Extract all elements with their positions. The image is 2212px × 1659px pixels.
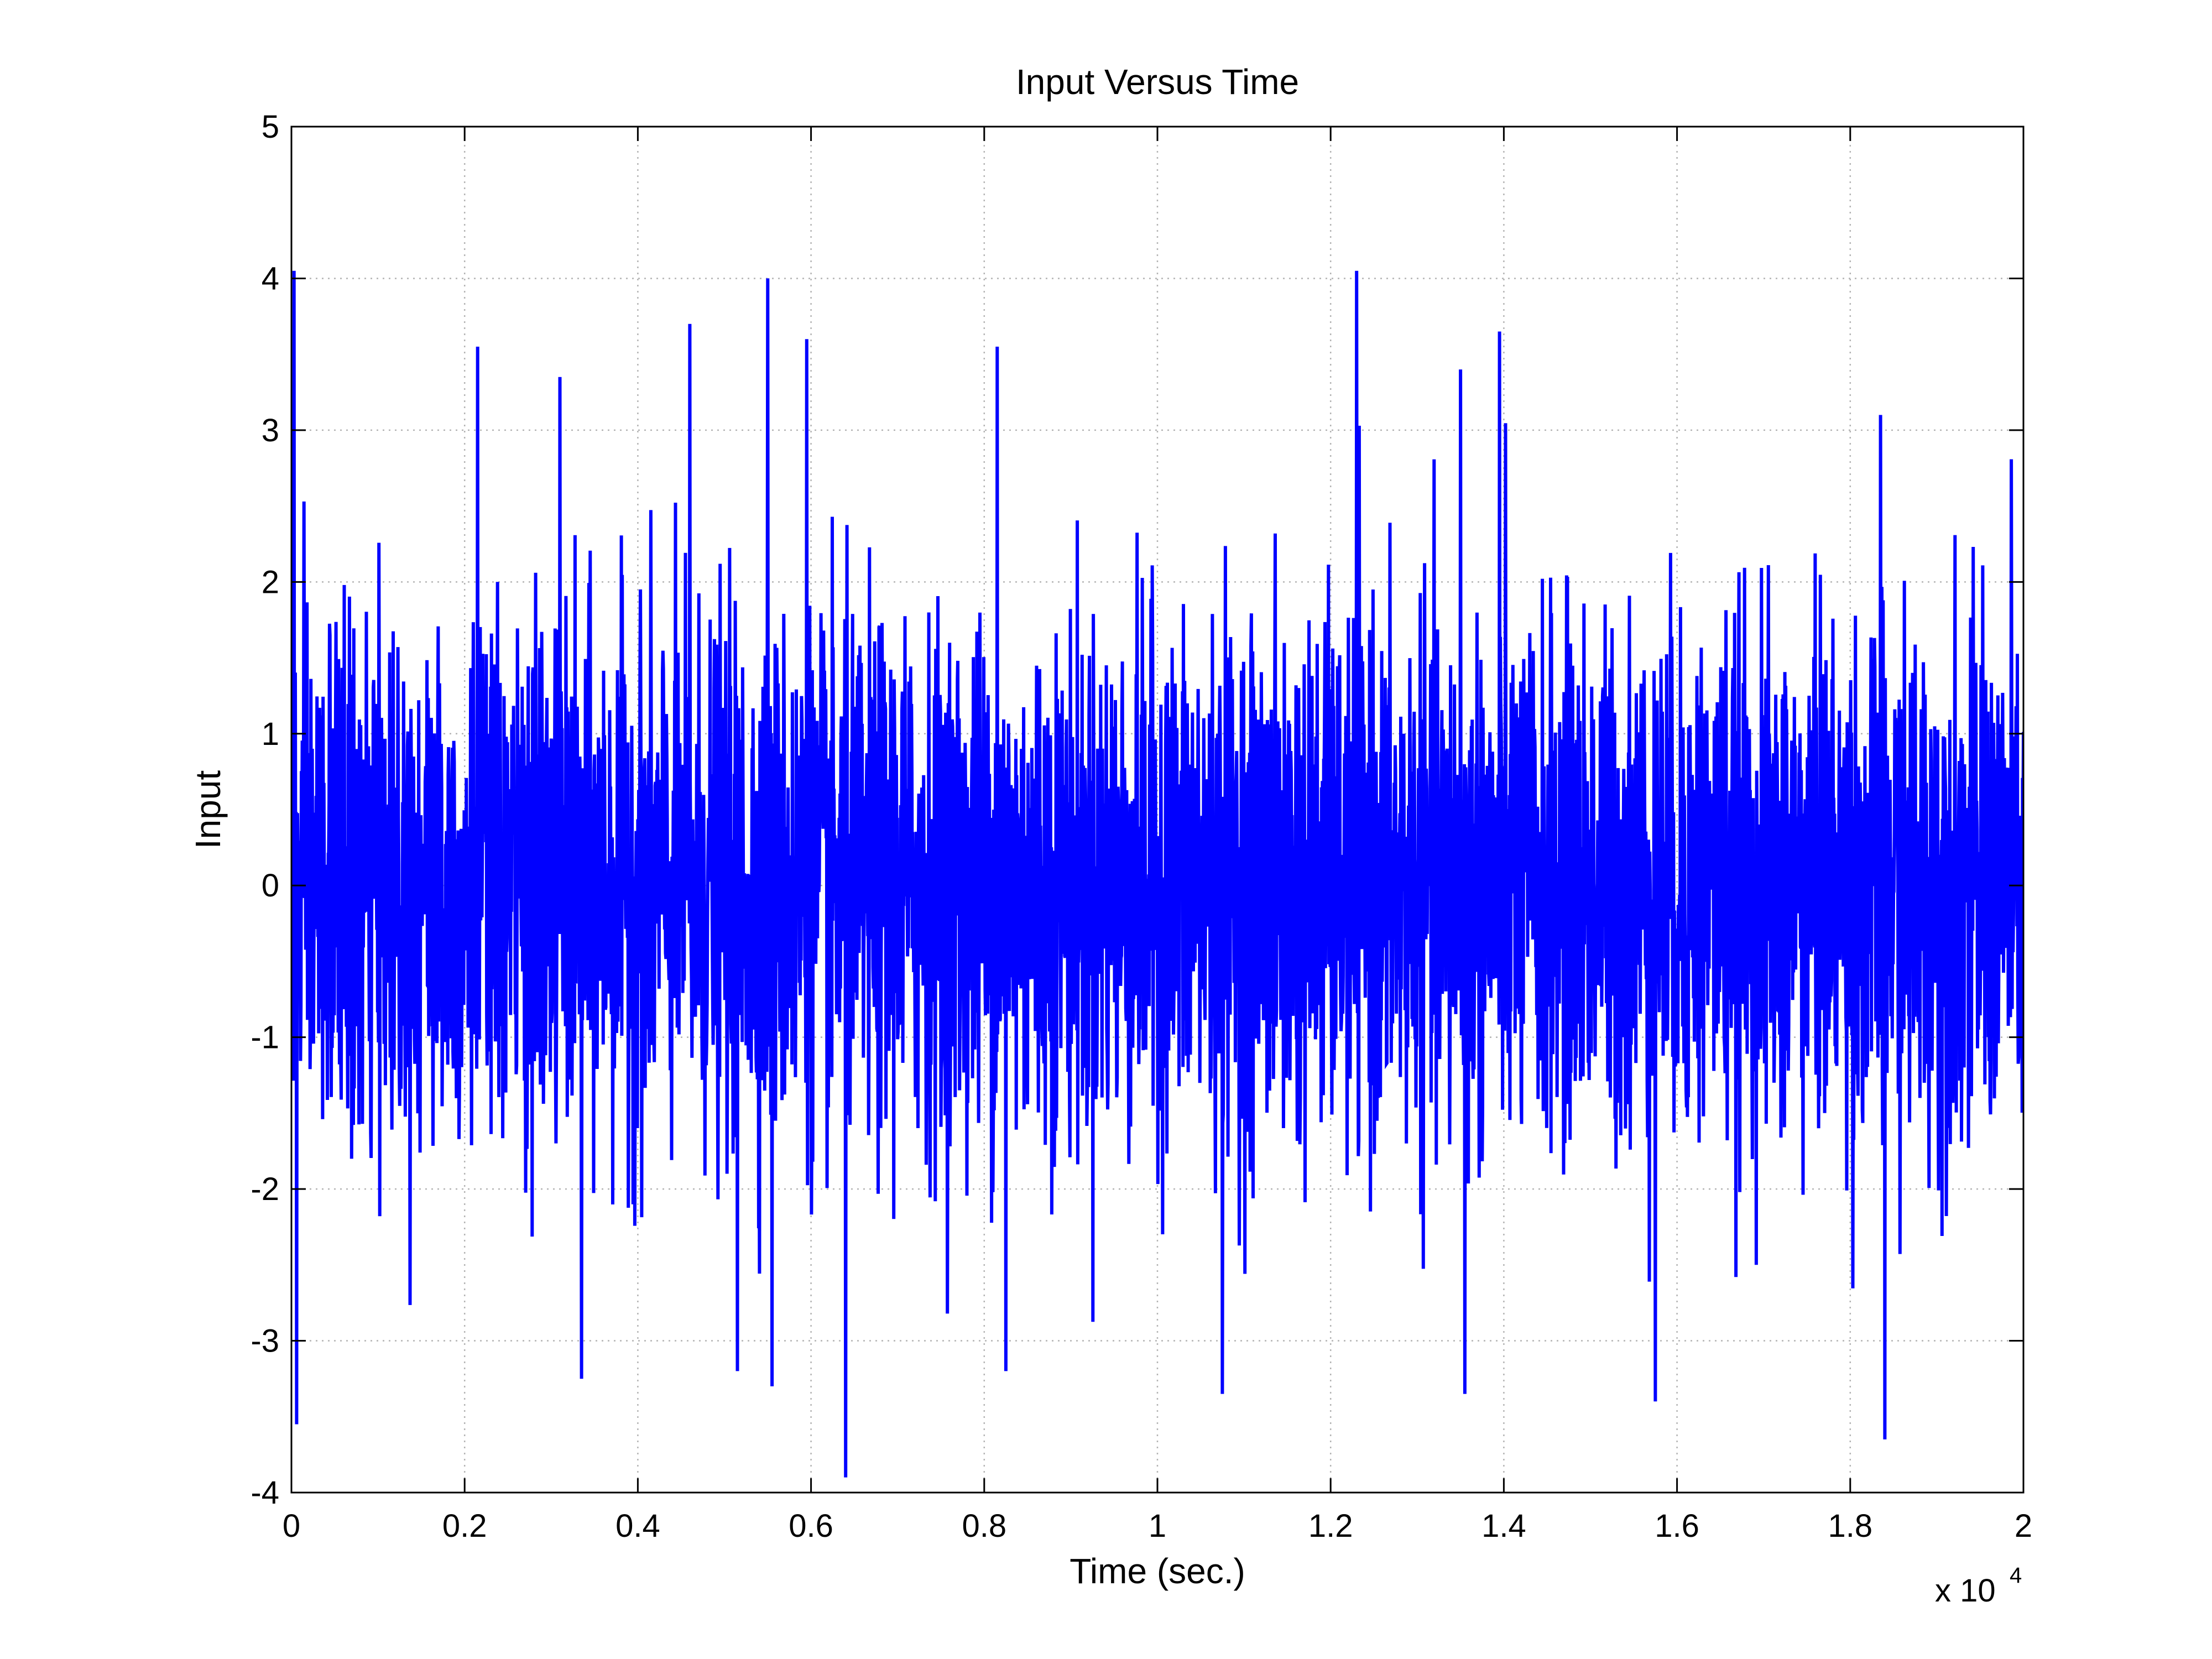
y-tick-label: 5 bbox=[262, 109, 279, 145]
y-tick-labels: -4 -3 -2 -1 0 1 2 3 4 5 bbox=[251, 109, 279, 1511]
x-tick-label: 1.8 bbox=[1828, 1508, 1872, 1544]
x-tick-label: 1.6 bbox=[1655, 1508, 1699, 1544]
y-tick-label: 3 bbox=[262, 413, 279, 448]
y-tick-label: -3 bbox=[251, 1323, 279, 1359]
input-signal-line bbox=[291, 270, 2023, 1478]
x-tick-label: 0.2 bbox=[442, 1508, 487, 1544]
x-tick-label: 1 bbox=[1149, 1508, 1166, 1544]
y-tick-label: -1 bbox=[251, 1020, 279, 1056]
x-tick-label: 0 bbox=[283, 1508, 300, 1544]
x-multiplier-base: x 10 bbox=[1935, 1573, 1996, 1609]
y-tick-label: 1 bbox=[262, 716, 279, 752]
y-tick-label: -4 bbox=[251, 1475, 279, 1511]
x-axis-label: Time (sec.) bbox=[1070, 1551, 1245, 1591]
x-tick-labels: 0 0.2 0.4 0.6 0.8 1 1.2 1.4 1.6 1.8 2 bbox=[283, 1508, 2032, 1544]
y-tick-label: 2 bbox=[262, 564, 279, 600]
x-tick-label: 1.2 bbox=[1308, 1508, 1353, 1544]
y-tick-label: 0 bbox=[262, 868, 279, 904]
x-axis-multiplier: x 10 4 bbox=[1935, 1563, 2022, 1609]
axis-ticks bbox=[290, 126, 2025, 1494]
x-multiplier-exponent: 4 bbox=[2010, 1563, 2022, 1588]
x-tick-label: 0.6 bbox=[789, 1508, 833, 1544]
y-tick-label: -2 bbox=[251, 1171, 279, 1207]
y-tick-label: 4 bbox=[262, 260, 279, 296]
x-tick-label: 0.4 bbox=[615, 1508, 660, 1544]
x-tick-label: 1.4 bbox=[1481, 1508, 1526, 1544]
y-axis-label: Input bbox=[188, 770, 228, 849]
x-tick-label: 0.8 bbox=[962, 1508, 1006, 1544]
x-tick-label: 2 bbox=[2015, 1508, 2032, 1544]
plot-area bbox=[291, 270, 2023, 1478]
chart-title: Input Versus Time bbox=[1016, 62, 1299, 102]
